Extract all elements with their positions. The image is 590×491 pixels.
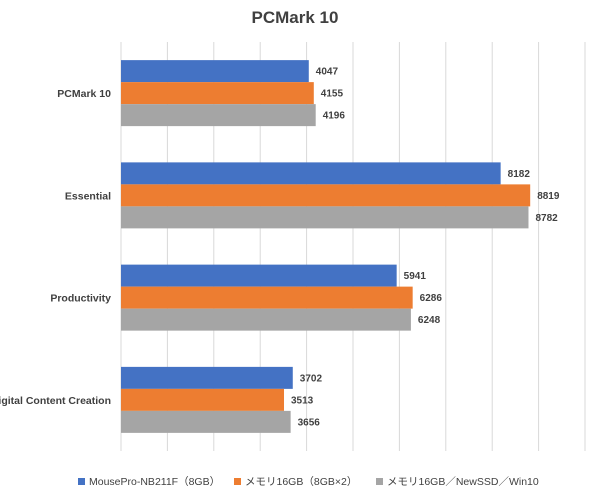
bar (121, 184, 531, 207)
data-label: 3702 (300, 373, 323, 384)
legend-label-series-1: MousePro-NB211F（8GB） (89, 476, 221, 488)
bar (121, 264, 397, 287)
data-label: 4155 (321, 89, 344, 100)
data-label: 3656 (298, 417, 321, 428)
data-label: 4196 (323, 111, 346, 122)
bar (121, 388, 285, 411)
legend-item-series-3: メモリ16GB／NewSSD／Win10 (376, 474, 539, 489)
chart-title: PCMark 10 (251, 8, 339, 27)
data-label: 6248 (418, 315, 441, 326)
bar (121, 104, 316, 127)
data-label: 5941 (404, 271, 427, 282)
category-label: Digital Content Creation (0, 395, 111, 407)
data-label: 8782 (535, 213, 558, 224)
legend-label-series-2: メモリ16GB（8GB×2） (245, 476, 358, 488)
legend-item-series-2: メモリ16GB（8GB×2） (234, 474, 357, 489)
category-label: PCMark 10 (57, 88, 111, 100)
legend-swatch-series-2 (234, 478, 241, 485)
bar (121, 366, 293, 389)
bar (121, 206, 529, 229)
legend-item-series-1: MousePro-NB211F（8GB） (78, 474, 220, 489)
data-label: 4047 (316, 67, 339, 78)
data-label: 3513 (291, 395, 314, 406)
data-label: 6286 (420, 293, 443, 304)
legend-label-series-3: メモリ16GB／NewSSD／Win10 (387, 476, 539, 488)
data-label: 8182 (508, 169, 531, 180)
bar (121, 286, 413, 309)
category-label: Essential (65, 190, 111, 202)
legend-swatch-series-1 (78, 478, 85, 485)
data-label: 8819 (537, 191, 560, 202)
bar (121, 60, 309, 83)
chart-legend: MousePro-NB211F（8GB） メモリ16GB（8GB×2） メモリ1… (0, 474, 590, 488)
bar (121, 162, 501, 185)
bar (121, 410, 291, 433)
legend-swatch-series-3 (376, 478, 383, 485)
bar (121, 308, 411, 331)
bar (121, 82, 314, 105)
category-label: Productivity (50, 293, 111, 305)
